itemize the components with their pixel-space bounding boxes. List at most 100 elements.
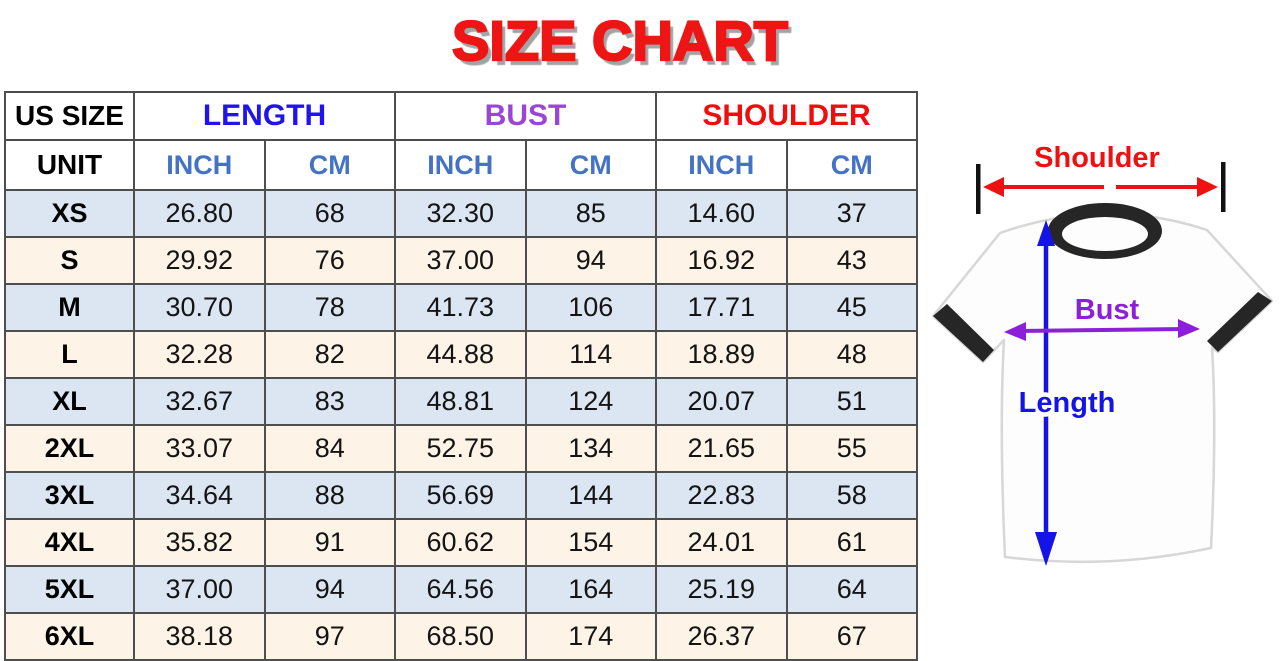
size-chart-table-container: US SIZE LENGTH BUST SHOULDER UNIT INCH C… — [4, 91, 918, 661]
table-row: 6XL 38.18 97 68.50 174 26.37 67 — [4, 612, 918, 661]
table-row: M 30.70 78 41.73 106 17.71 45 — [4, 283, 918, 332]
size-cell: S — [4, 236, 135, 285]
bust-arrow-line — [1017, 327, 1187, 333]
unit-header-shoulder-cm: CM — [785, 139, 918, 191]
length-label: Length — [1019, 387, 1116, 419]
value-cell: 17.71 — [655, 283, 788, 332]
value-cell: 32.28 — [133, 330, 266, 379]
page-title: SIZE CHART — [451, 8, 789, 73]
value-cell: 64.56 — [394, 565, 527, 614]
value-cell: 174 — [524, 612, 657, 661]
shoulder-arrow-left-head — [983, 177, 1004, 197]
corner-header-us-size: US SIZE — [4, 91, 135, 141]
value-cell: 88 — [263, 471, 396, 520]
shoulder-right-tick — [1221, 162, 1226, 212]
value-cell: 38.18 — [133, 612, 266, 661]
value-cell: 97 — [263, 612, 396, 661]
size-cell: 2XL — [4, 424, 135, 473]
size-cell: XL — [4, 377, 135, 426]
value-cell: 16.92 — [655, 236, 788, 285]
value-cell: 32.67 — [133, 377, 266, 426]
value-cell: 61 — [785, 518, 918, 567]
value-cell: 68.50 — [394, 612, 527, 661]
shoulder-left-tick — [976, 164, 981, 214]
value-cell: 85 — [524, 189, 657, 238]
table-row: 5XL 37.00 94 64.56 164 25.19 64 — [4, 565, 918, 614]
group-header-bust: BUST — [394, 91, 657, 141]
value-cell: 94 — [524, 236, 657, 285]
value-cell: 25.19 — [655, 565, 788, 614]
bust-arrow-right-head — [1178, 319, 1200, 338]
value-cell: 37.00 — [394, 236, 527, 285]
value-cell: 154 — [524, 518, 657, 567]
table-row: S 29.92 76 37.00 94 16.92 43 — [4, 236, 918, 285]
value-cell: 94 — [263, 565, 396, 614]
size-cell: XS — [4, 189, 135, 238]
value-cell: 144 — [524, 471, 657, 520]
value-cell: 51 — [785, 377, 918, 426]
value-cell: 114 — [524, 330, 657, 379]
value-cell: 29.92 — [133, 236, 266, 285]
value-cell: 76 — [263, 236, 396, 285]
table-unit-header-row: UNIT INCH CM INCH CM INCH CM — [4, 139, 918, 191]
table-row: XS 26.80 68 32.30 85 14.60 37 — [4, 189, 918, 238]
value-cell: 41.73 — [394, 283, 527, 332]
table-row: L 32.28 82 44.88 114 18.89 48 — [4, 330, 918, 379]
group-header-length: LENGTH — [133, 91, 396, 141]
value-cell: 45 — [785, 283, 918, 332]
value-cell: 78 — [263, 283, 396, 332]
size-cell: 3XL — [4, 471, 135, 520]
value-cell: 48 — [785, 330, 918, 379]
bust-arrow-left-head — [1004, 322, 1026, 341]
value-cell: 84 — [263, 424, 396, 473]
value-cell: 48.81 — [394, 377, 527, 426]
value-cell: 32.30 — [394, 189, 527, 238]
length-arrow-bottom-head — [1035, 532, 1057, 566]
value-cell: 20.07 — [655, 377, 788, 426]
bust-label: Bust — [1075, 294, 1140, 326]
value-cell: 52.75 — [394, 424, 527, 473]
value-cell: 34.64 — [133, 471, 266, 520]
unit-header-length-cm: CM — [263, 139, 396, 191]
shoulder-label: Shoulder — [1034, 142, 1160, 174]
value-cell: 106 — [524, 283, 657, 332]
value-cell: 58 — [785, 471, 918, 520]
bust-measure — [1004, 319, 1200, 341]
value-cell: 83 — [263, 377, 396, 426]
value-cell: 37.00 — [133, 565, 266, 614]
value-cell: 67 — [785, 612, 918, 661]
group-header-shoulder: SHOULDER — [655, 91, 918, 141]
value-cell: 26.80 — [133, 189, 266, 238]
shoulder-arrow-right-head — [1197, 177, 1218, 197]
value-cell: 68 — [263, 189, 396, 238]
value-cell: 18.89 — [655, 330, 788, 379]
table-row: 4XL 35.82 91 60.62 154 24.01 61 — [4, 518, 918, 567]
unit-header-shoulder-inch: INCH — [655, 139, 788, 191]
unit-header-length-inch: INCH — [133, 139, 266, 191]
table-row: 3XL 34.64 88 56.69 144 22.83 58 — [4, 471, 918, 520]
value-cell: 21.65 — [655, 424, 788, 473]
value-cell: 164 — [524, 565, 657, 614]
size-table-body: XS 26.80 68 32.30 85 14.60 37 S 29.92 76 37.00 94 16… — [4, 189, 918, 661]
size-cell: 5XL — [4, 565, 135, 614]
size-cell: 6XL — [4, 612, 135, 661]
table-group-header-row: US SIZE LENGTH BUST SHOULDER — [4, 91, 918, 141]
value-cell: 30.70 — [133, 283, 266, 332]
shoulder-measure — [976, 162, 1226, 214]
table-row: 2XL 33.07 84 52.75 134 21.65 55 — [4, 424, 918, 473]
value-cell: 35.82 — [133, 518, 266, 567]
table-row: XL 32.67 83 48.81 124 20.07 51 — [4, 377, 918, 426]
tshirt-illustration — [931, 203, 1274, 564]
value-cell: 91 — [263, 518, 396, 567]
value-cell: 43 — [785, 236, 918, 285]
value-cell: 14.60 — [655, 189, 788, 238]
tshirt-body — [931, 212, 1274, 564]
value-cell: 55 — [785, 424, 918, 473]
left-cuff-band — [933, 304, 994, 362]
unit-header-bust-inch: INCH — [394, 139, 527, 191]
right-cuff-band — [1207, 292, 1272, 352]
value-cell: 37 — [785, 189, 918, 238]
collar-inner — [1062, 217, 1148, 251]
unit-row-header: UNIT — [4, 139, 135, 191]
value-cell: 22.83 — [655, 471, 788, 520]
